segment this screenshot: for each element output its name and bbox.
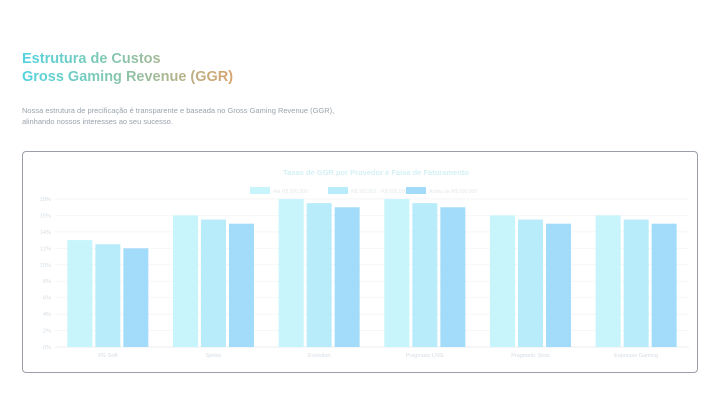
bar-3-6 xyxy=(651,223,677,347)
y-tick-label: 16% xyxy=(40,213,51,219)
y-tick-label: 10% xyxy=(40,263,51,269)
bar-1-1 xyxy=(67,240,93,347)
bar-1-3 xyxy=(278,199,304,347)
ggr-bar-chart: Taxas de GGR por Provedor e Faixa de Fat… xyxy=(40,168,689,359)
y-tick-label: 6% xyxy=(43,296,51,302)
legend-swatch-1 xyxy=(250,187,270,194)
intro-paragraph: Nossa estrutura de precificação é transp… xyxy=(22,106,335,126)
y-tick-label: 8% xyxy=(43,279,51,285)
legend-swatch-2 xyxy=(328,187,348,194)
bar-2-2 xyxy=(201,219,226,347)
bar-2-3 xyxy=(306,203,332,347)
section-heading: Estrutura de Custos Gross Gaming Revenue… xyxy=(22,50,233,86)
x-tick-label: Evolution xyxy=(308,353,331,359)
legend-label-3: Acima de R$ 500.000 xyxy=(429,189,477,195)
x-tick-label: Espresso Gaming xyxy=(614,353,658,359)
y-tick-label: 0% xyxy=(43,345,51,351)
bar-2-1 xyxy=(95,244,121,347)
y-tick-label: 2% xyxy=(43,329,51,335)
chart-card: Taxas de GGR por Provedor e Faixa de Fat… xyxy=(22,151,698,373)
legend-swatch-3 xyxy=(406,187,426,194)
y-tick-label: 12% xyxy=(40,246,51,252)
bar-3-5 xyxy=(546,223,571,347)
bar-1-6 xyxy=(595,215,621,347)
bar-3-4 xyxy=(440,207,466,347)
bar-1-4 xyxy=(384,199,410,347)
y-tick-label: 14% xyxy=(40,230,51,236)
bar-1-5 xyxy=(490,215,515,347)
legend-label-1: Até R$ 300.000 xyxy=(273,189,308,195)
bar-3-1 xyxy=(123,248,149,347)
bar-2-5 xyxy=(518,219,543,347)
x-tick-label: Pragmatic LIVE xyxy=(406,353,445,359)
bar-1-2 xyxy=(173,215,198,347)
bar-2-4 xyxy=(412,203,438,347)
x-tick-label: Spribe xyxy=(206,353,222,359)
legend-label-2: R$ 300.001 - R$ 500.000 xyxy=(351,189,407,195)
bar-3-2 xyxy=(229,223,254,347)
bar-2-6 xyxy=(623,219,649,347)
y-tick-label: 4% xyxy=(43,312,51,318)
heading-line-2: Gross Gaming Revenue (GGR) xyxy=(22,69,234,85)
y-tick-label: 18% xyxy=(40,197,51,203)
x-tick-label: Pragmatic Slots xyxy=(511,353,550,359)
heading-line-1: Estrutura de Custos xyxy=(22,50,233,68)
x-tick-label: PG Soft xyxy=(98,353,118,359)
chart-title: Taxas de GGR por Provedor e Faixa de Fat… xyxy=(283,168,469,177)
bar-3-3 xyxy=(334,207,360,347)
